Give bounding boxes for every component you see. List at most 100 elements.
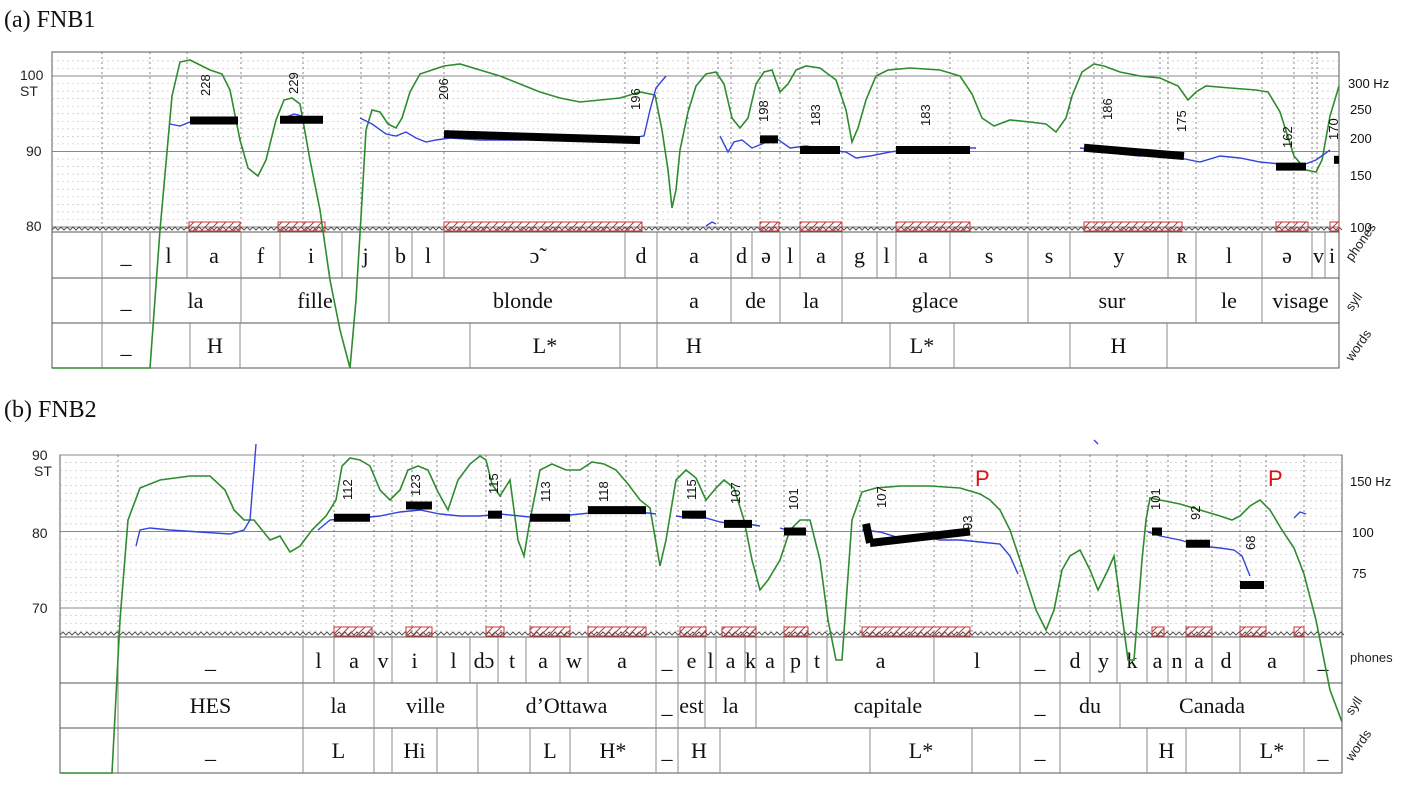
panel-b-tiers: _ l a v i l dɔ t a w a _ e l a k a p t a l _ d y k a n a d a _HES la vil…: [117, 637, 1330, 773]
panel-b-ytick-80: 80: [32, 525, 48, 541]
panel-a-phone: l: [425, 243, 431, 268]
panel-a-syllable: blonde: [493, 288, 553, 313]
panel-a-phone: l: [883, 243, 889, 268]
panel-b-hz-100: 100: [1352, 525, 1374, 540]
panel-b-pitch-targets: 112 123 115 113 118 115 107 101 107 93 101 92 68: [334, 473, 1264, 590]
panel-b-hz-75: 75: [1352, 566, 1366, 581]
panel-b-hatched-segment: [1151, 626, 1165, 637]
prominence-mark-1: P: [975, 466, 990, 491]
panel-b-phone: dɔ: [474, 648, 495, 673]
panel-b-phone: d: [1070, 648, 1081, 673]
panel-a-syllable: la: [803, 288, 819, 313]
panel-a-phone: ə: [1282, 243, 1292, 268]
panel-a-phone: i: [1329, 243, 1335, 268]
panel-b-tone-label: Hi: [404, 738, 426, 763]
panel-a-hatched-segment: [759, 221, 780, 232]
panel-a-syllable: sur: [1099, 288, 1127, 313]
panel-a-phone: a: [689, 243, 699, 268]
panel-b-phone: a: [765, 648, 775, 673]
panel-a-tiers: _ l a f i j b l ɔ̃ d a d ə l a g l a s s y ʀ l ə v i_ la fille blond…: [101, 232, 1335, 368]
panel-b-syllable: la: [723, 693, 739, 718]
panel-b-phone: a: [726, 648, 736, 673]
panel-a-ylabel: ST: [20, 83, 38, 99]
panel-a-hz-100: 100: [1350, 220, 1372, 235]
panel-a-target-label: 228: [198, 74, 213, 96]
panel-b-target-label: 115: [684, 479, 699, 500]
panel-a-phone: s: [985, 243, 994, 268]
panel-b-phone: a: [538, 648, 548, 673]
panel-a-phone: a: [816, 243, 826, 268]
panel-b-target-label: 118: [596, 481, 611, 502]
panel-b-phone: v: [378, 648, 389, 673]
panel-b-phone: e: [687, 648, 697, 673]
panel-b-phone: t: [814, 648, 820, 673]
panel-a-hatched-segment: [1275, 221, 1309, 232]
panel-a-phone: a: [209, 243, 219, 268]
panel-a-tier-label-syll: syll: [1342, 290, 1365, 314]
panel-b-phone: l: [974, 648, 980, 673]
panel-a-phone: v: [1313, 243, 1324, 268]
panel-b-syllable: _: [1034, 693, 1047, 718]
panel-b-ytick-70: 70: [32, 600, 48, 616]
panel-a-hatched-segment: [799, 221, 843, 232]
panel-b-phone: _: [1317, 648, 1330, 673]
panel-b-intensity-curve: [60, 455, 1343, 774]
panel-a-phone: l: [165, 243, 171, 268]
panel-b-target-label: 101: [1148, 488, 1163, 510]
panel-a-phone: s: [1045, 243, 1054, 268]
panel-b-syllable: ville: [406, 693, 445, 718]
panel-b-target-label: 115: [486, 473, 501, 494]
panel-b-hatched-segment: [1185, 626, 1213, 637]
panel-b-hatched-segment: [1239, 626, 1267, 637]
panel-b-phone: d: [1221, 648, 1232, 673]
panel-b-fnb2: (b) FNB2 90 ST 80 70 150 Hz 100 75 _ l a v i…: [4, 397, 1393, 774]
panel-a-phone: ɔ̃: [530, 243, 548, 268]
panel-a-hz-300: 300 Hz: [1348, 76, 1389, 91]
panel-b-phone: _: [204, 648, 217, 673]
panel-b-target-label: 68: [1243, 536, 1258, 550]
panel-b-phone: a: [1194, 648, 1204, 673]
panel-b-target-label: 123: [408, 474, 423, 496]
panel-b-hatched-segment: [587, 626, 647, 637]
panel-a-target-label: 196: [628, 88, 643, 110]
panel-b-phone: i: [411, 648, 417, 673]
panel-b-tier-label-words: words: [1342, 726, 1375, 764]
panel-b-tone-label: L: [543, 738, 556, 763]
panel-a-hatched-segment: [895, 221, 971, 232]
panel-b-hatched-segment: [783, 626, 809, 637]
panel-b-title: (b) FNB2: [4, 397, 97, 423]
panel-a-tone-label: L*: [533, 333, 557, 358]
panel-b-target-label: 112: [340, 479, 355, 500]
panel-a-plot-frame: [51, 51, 1340, 233]
panel-a-phone: b: [395, 243, 406, 268]
panel-a-fnb1: (a) FNB1 100 ST 90 80 300 Hz 250 200 150…: [4, 7, 1389, 369]
panel-a-target-label: 198: [756, 100, 771, 122]
panel-b-tone-label: H: [1159, 738, 1175, 763]
panel-b-tone-label: L*: [1260, 738, 1284, 763]
panel-b-syllable: capitale: [854, 693, 922, 718]
panel-a-phone: l: [787, 243, 793, 268]
panel-a-phone: i: [308, 243, 314, 268]
panel-a-tone-label: H: [1111, 333, 1127, 358]
panel-b-target-segment: [869, 527, 971, 547]
panel-b-target-label: 107: [874, 486, 889, 508]
panel-b-hatched-segment: [721, 626, 757, 637]
panel-b-target-label: 93: [960, 516, 975, 530]
panel-b-phone: l: [450, 648, 456, 673]
panel-a-phone: y: [1114, 243, 1125, 268]
panel-a-hatched-segments: [51, 221, 1343, 232]
panel-b-tier-box: [59, 636, 1343, 774]
panel-b-phone: a: [349, 648, 359, 673]
panel-a-target-label: 183: [918, 104, 933, 126]
panel-b-tone-label: _: [1034, 738, 1047, 763]
panel-b-phone: l: [315, 648, 321, 673]
panel-b-tone-label: _: [204, 738, 217, 763]
panel-a-tone-label: H: [686, 333, 702, 358]
panel-b-phone: _: [1034, 648, 1047, 673]
panel-a-target-label: 175: [1174, 110, 1189, 132]
panel-a-tier-label-words: words: [1342, 326, 1375, 364]
panel-b-hatched-segment: [679, 626, 707, 637]
panel-b-syllable: d’Ottawa: [526, 693, 608, 718]
panel-b-hatched-segment: [529, 626, 571, 637]
